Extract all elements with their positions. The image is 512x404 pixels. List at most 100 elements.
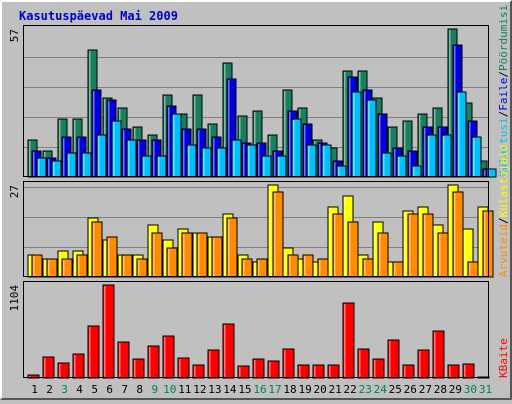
bar-highlight bbox=[224, 64, 226, 176]
bar-highlight bbox=[454, 193, 456, 276]
chart-panels: 57 27 1104 bbox=[8, 25, 497, 379]
bar-highlight bbox=[78, 256, 80, 276]
bar-highlight bbox=[138, 260, 140, 276]
bar-highlight bbox=[173, 115, 175, 176]
bar-highlight bbox=[119, 343, 121, 377]
bar-highlight bbox=[353, 93, 355, 176]
bar-highlight bbox=[44, 358, 46, 377]
bar-highlight bbox=[168, 107, 170, 176]
day-label-4: 4 bbox=[76, 383, 83, 396]
bar-highlight bbox=[334, 215, 336, 276]
bar-highlight bbox=[364, 91, 366, 176]
legend-top: Külastusi/Faile/Pöördumisi bbox=[497, 5, 510, 177]
bar-highlight bbox=[329, 208, 331, 276]
bar-highlight bbox=[239, 367, 241, 377]
bar-highlight bbox=[473, 138, 475, 176]
bar-highlight bbox=[78, 138, 80, 176]
day-label-2: 2 bbox=[46, 383, 53, 396]
legend-middle: Arvuteid/Külastajaid bbox=[497, 145, 510, 277]
day-label-7: 7 bbox=[121, 383, 128, 396]
bar-highlight bbox=[349, 78, 351, 176]
legend-bottom: KBaite bbox=[497, 338, 510, 378]
bar-highlight bbox=[89, 51, 91, 176]
bar-highlight bbox=[123, 256, 125, 276]
chart-title: Kasutuspäevad Mai 2009 bbox=[19, 9, 178, 23]
day-label-10: 10 bbox=[163, 383, 176, 396]
bar-highlight bbox=[484, 212, 486, 276]
bar-highlight bbox=[469, 122, 471, 176]
bar-highlight bbox=[398, 157, 400, 176]
bar-highlight bbox=[188, 146, 190, 176]
bar-highlight bbox=[164, 337, 166, 377]
bar-highlight bbox=[104, 286, 106, 377]
day-label-15: 15 bbox=[238, 383, 251, 396]
bar-highlight bbox=[419, 208, 421, 276]
bar-highlight bbox=[74, 120, 76, 176]
bar-highlight bbox=[48, 260, 50, 276]
bar-highlight bbox=[383, 154, 385, 176]
bar-highlight bbox=[314, 263, 316, 276]
bar-highlight bbox=[59, 364, 61, 377]
bar-highlight bbox=[334, 162, 336, 176]
bar-highlight bbox=[29, 256, 31, 276]
bar-highlight bbox=[183, 234, 185, 276]
bar-highlight bbox=[379, 115, 381, 176]
bar-highlight bbox=[164, 241, 166, 276]
bar-highlight bbox=[323, 146, 325, 176]
bar-highlight bbox=[299, 260, 301, 276]
day-label-17: 17 bbox=[268, 383, 281, 396]
day-label-8: 8 bbox=[136, 383, 143, 396]
day-label-1: 1 bbox=[31, 383, 38, 396]
bar-highlight bbox=[449, 186, 451, 276]
bar-highlight bbox=[424, 215, 426, 276]
y-max-label: 57 bbox=[8, 29, 21, 42]
legend-separator: / bbox=[497, 217, 510, 224]
day-label-13: 13 bbox=[208, 383, 221, 396]
chart-panel-1: 57 bbox=[8, 25, 497, 178]
bar-highlight bbox=[413, 167, 415, 176]
bar-highlight bbox=[409, 152, 411, 176]
bar-highlight bbox=[179, 230, 181, 276]
bar-highlight bbox=[394, 149, 396, 176]
day-label-18: 18 bbox=[283, 383, 296, 396]
day-label-16: 16 bbox=[253, 383, 266, 396]
legend-item-kbaite: KBaite bbox=[497, 338, 510, 378]
bar-highlight bbox=[449, 30, 451, 176]
bar-highlight bbox=[183, 130, 185, 176]
day-label-30: 30 bbox=[464, 383, 477, 396]
bar-külastusi-day-31 bbox=[486, 168, 497, 178]
chart-panel-3: 1104 bbox=[8, 281, 490, 379]
bar-highlight bbox=[344, 197, 346, 276]
bar-highlight bbox=[209, 238, 211, 276]
y-max-label: 27 bbox=[8, 185, 21, 198]
bar-highlight bbox=[293, 120, 295, 176]
plot-area-border bbox=[23, 281, 489, 378]
bar-highlight bbox=[93, 91, 95, 176]
bar-highlight bbox=[218, 149, 220, 176]
bar-highlight bbox=[419, 115, 421, 176]
bar-highlight bbox=[434, 226, 436, 276]
bar-highlight bbox=[248, 146, 250, 176]
bar-highlight bbox=[284, 91, 286, 176]
bar-highlight bbox=[289, 256, 291, 276]
bar-highlight bbox=[274, 193, 276, 276]
chart-legends: Külastusi/Faile/PöördumisiArvuteid/Külas… bbox=[497, 5, 510, 378]
day-label-21: 21 bbox=[329, 383, 342, 396]
bar-highlight bbox=[319, 144, 321, 176]
bar-highlight bbox=[349, 223, 351, 276]
legend-item-pöördumisi: Pöördumisi bbox=[497, 5, 510, 71]
day-label-28: 28 bbox=[434, 383, 447, 396]
bar-highlight bbox=[329, 366, 331, 377]
bar-highlight bbox=[113, 122, 115, 176]
bar-highlight bbox=[228, 219, 230, 276]
day-label-25: 25 bbox=[389, 383, 402, 396]
bar-highlight bbox=[59, 252, 61, 276]
bar-highlight bbox=[458, 93, 460, 176]
bar-highlight bbox=[194, 366, 196, 377]
bar-highlight bbox=[209, 351, 211, 377]
bar-highlight bbox=[464, 365, 466, 377]
bar-highlight bbox=[439, 128, 441, 176]
bar-highlight bbox=[404, 122, 406, 176]
bar-highlight bbox=[464, 230, 466, 276]
